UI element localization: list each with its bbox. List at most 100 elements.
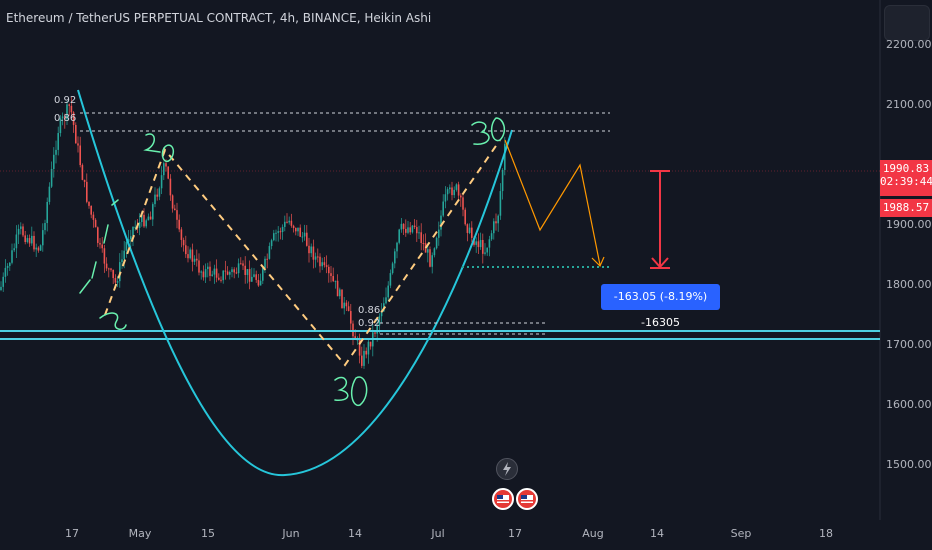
candle-body (57, 133, 59, 150)
candle-body (361, 355, 363, 366)
candle-body (215, 268, 218, 278)
candle-body (398, 229, 400, 243)
candle-body (132, 226, 134, 237)
us-flag-icon[interactable] (492, 488, 514, 510)
candle-body (440, 215, 442, 230)
price-tick-label: 2200.00 (886, 38, 932, 51)
measure-tool-label[interactable]: -163.05 (-8.19%) -16305 (601, 284, 720, 329)
candle-body (317, 256, 319, 258)
candle-body (314, 256, 317, 260)
candle-body (202, 271, 205, 278)
candle-body (475, 241, 477, 245)
candle-body (229, 272, 231, 275)
candle-body (266, 258, 268, 260)
bar-countdown: 02:39:44 (880, 175, 932, 188)
candle-body (350, 311, 352, 324)
handwritten-2d (143, 133, 175, 162)
time-tick-label: 15 (201, 527, 215, 540)
candle-body (402, 223, 405, 229)
fib-bottom-label-1: 0.86 (358, 305, 381, 316)
price-tick-label: 1900.00 (886, 218, 932, 231)
candle-body (273, 233, 275, 241)
candle-body (178, 219, 180, 230)
candle-body (39, 245, 42, 251)
candle-body (378, 316, 381, 326)
top-right-widget[interactable] (884, 5, 930, 41)
candle-body (64, 116, 66, 120)
time-tick-label: 18 (819, 527, 833, 540)
candle-body (334, 280, 337, 282)
candle-body (446, 189, 449, 195)
candle-body (2, 276, 4, 287)
candle-body (158, 188, 161, 197)
candle-body (501, 169, 504, 192)
candle-body (394, 251, 396, 264)
candle-body (321, 262, 323, 267)
candle-body (88, 201, 90, 206)
candle-body (323, 262, 326, 266)
candle-body (451, 187, 453, 196)
candle-body (198, 260, 200, 273)
candle-body (279, 231, 282, 233)
candle-body (167, 166, 169, 179)
candle-body (455, 184, 458, 190)
candle-body (462, 197, 464, 210)
candle-body (35, 247, 37, 250)
secondary-price-label: 1988.57 (880, 199, 932, 217)
candle-body (86, 181, 88, 202)
candle-body (222, 270, 224, 281)
candle-body (339, 289, 341, 297)
current-price-value: 1990.83 (882, 162, 930, 175)
candle-body (341, 289, 343, 309)
drawing-layer (0, 0, 881, 520)
symbol-title[interactable]: Ethereum / TetherUS PERPETUAL CONTRACT, … (6, 11, 432, 25)
candle-body (90, 205, 92, 215)
candle-body (242, 263, 244, 266)
candle-body (259, 280, 262, 286)
fib-top-label-1: 0.92 (54, 95, 77, 106)
time-tick-label: Jul (431, 527, 445, 540)
time-tick-label: 14 (348, 527, 362, 540)
us-flag-icon[interactable] (516, 488, 538, 510)
time-tick-label: 17 (508, 527, 522, 540)
candle-body (0, 286, 2, 290)
handwritten-3d-top (471, 117, 506, 145)
candle-body (83, 179, 86, 182)
candle-body (15, 234, 18, 249)
candle-body (196, 258, 198, 261)
candle-body (457, 184, 460, 196)
candle-body (138, 222, 141, 228)
candle-body (130, 236, 132, 240)
candle-body (187, 254, 189, 259)
candle-body (497, 215, 499, 224)
lightning-icon[interactable] (496, 458, 518, 480)
candle-body (108, 268, 110, 270)
candle-body (286, 221, 288, 223)
candle-body (55, 149, 57, 155)
candle-body (127, 239, 130, 243)
candle-body (204, 269, 207, 278)
candle-body (59, 118, 62, 134)
candle-body (336, 280, 339, 297)
candle-body (431, 255, 433, 267)
candle-body (411, 225, 414, 233)
candle-body (257, 279, 260, 286)
candle-body (292, 225, 295, 228)
candle-body (68, 104, 70, 106)
candle-body (209, 266, 211, 276)
candle-body (297, 227, 299, 232)
candle-body (24, 235, 26, 242)
candle-body (235, 272, 238, 274)
candle-body (409, 227, 411, 233)
time-tick-label: May (128, 527, 152, 540)
candlestick-series (0, 97, 506, 369)
candle-body (308, 245, 310, 254)
candle-body (365, 350, 367, 355)
candle-body (231, 269, 233, 273)
candle-body (416, 227, 418, 234)
candle-body (9, 262, 11, 266)
wave-dashed-line (104, 139, 501, 367)
candle-body (449, 187, 451, 190)
candle-body (251, 276, 253, 282)
